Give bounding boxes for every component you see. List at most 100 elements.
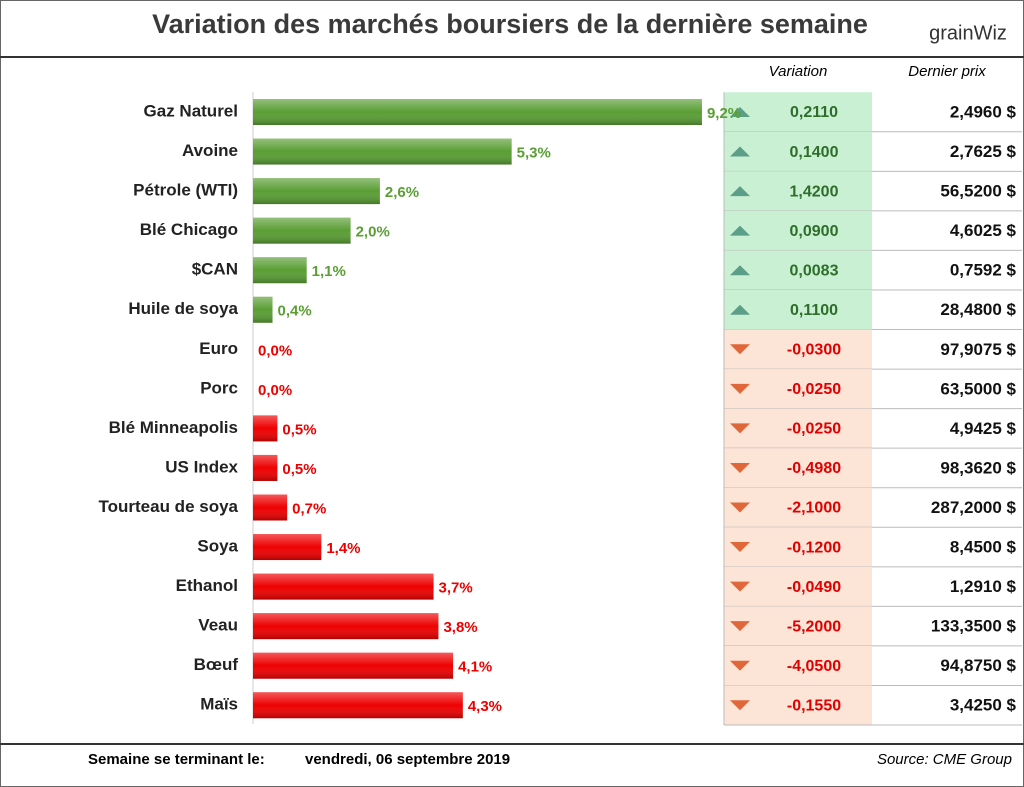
variation: 0,1100 — [790, 302, 838, 319]
value-label: 4,3% — [468, 698, 502, 715]
price: 3,4250 $ — [950, 696, 1017, 715]
variation-cell — [724, 329, 872, 370]
bar-shade — [253, 99, 702, 125]
value-label: 5,3% — [517, 145, 551, 162]
price: 56,5200 $ — [940, 182, 1016, 201]
price: 1,2910 $ — [950, 577, 1017, 596]
value-label: 1,4% — [326, 540, 360, 557]
variation: -0,1200 — [787, 539, 841, 556]
down-arrow — [730, 660, 750, 671]
variation: -4,0500 — [787, 658, 841, 675]
bar-shade — [253, 415, 278, 442]
price: 4,9425 $ — [950, 419, 1017, 438]
down-arrow — [730, 462, 750, 473]
bar-shade — [253, 178, 380, 205]
variation: 1,4200 — [790, 183, 839, 200]
variation-cell — [724, 566, 872, 607]
variation: -5,2000 — [787, 618, 841, 635]
variation-cell — [724, 210, 872, 251]
bar-shade — [253, 296, 273, 323]
value-label: 9,2% — [707, 105, 741, 122]
value-label: 0,4% — [278, 303, 312, 320]
up-arrow — [730, 146, 750, 157]
value-label: 0,5% — [282, 421, 316, 438]
variation-cell — [724, 92, 872, 132]
price: 287,2000 $ — [931, 498, 1017, 517]
category-label: Porc — [200, 378, 238, 397]
price: 2,7625 $ — [950, 142, 1017, 161]
title: Variation des marchés boursiers de la de… — [152, 9, 868, 39]
value-label: 0,7% — [292, 500, 326, 517]
value-label: 4,1% — [458, 659, 492, 676]
bar-shade — [253, 494, 288, 521]
variation-cell — [724, 250, 872, 290]
variation: 0,2110 — [790, 104, 838, 121]
variation-cell — [724, 685, 872, 726]
variation-cell — [724, 487, 872, 528]
price: 94,8750 $ — [940, 656, 1016, 675]
category-label: Gaz Naturel — [144, 101, 238, 120]
category-label: Euro — [199, 339, 238, 358]
variation-cell — [724, 448, 872, 488]
down-arrow — [730, 383, 750, 394]
value-label: 2,0% — [356, 224, 390, 241]
value-label: 0,0% — [258, 382, 292, 399]
down-arrow — [730, 542, 750, 553]
variation: 0,1400 — [790, 144, 839, 161]
variation-cell — [724, 527, 872, 567]
category-label: Veau — [198, 616, 238, 635]
variation-cell — [724, 369, 872, 409]
variation-cell — [724, 289, 872, 330]
variation: -0,1550 — [787, 697, 841, 714]
footer-week: Semaine se terminant le: — [88, 751, 265, 768]
value-label: 0,0% — [258, 342, 292, 359]
up-arrow — [730, 304, 750, 315]
bar-shade — [253, 692, 463, 719]
variation-cell — [724, 645, 872, 686]
bar-shade — [253, 652, 454, 679]
price: 98,3620 $ — [940, 458, 1016, 477]
category-label: $CAN — [192, 260, 238, 279]
price: 2,4960 $ — [950, 102, 1017, 121]
logo: grainWiz — [929, 22, 1007, 44]
footer-date: vendredi, 06 septembre 2019 — [305, 751, 510, 768]
category-label: US Index — [165, 457, 238, 476]
down-arrow — [730, 502, 750, 513]
variation: -0,0250 — [787, 381, 841, 398]
value-label: 0,5% — [282, 461, 316, 478]
table-header: Dernier prix — [908, 63, 986, 80]
variation: 0,0083 — [790, 262, 839, 279]
category-label: Avoine — [182, 141, 238, 160]
bar-shade — [253, 454, 278, 481]
down-arrow — [730, 344, 750, 355]
variation: -0,0300 — [787, 342, 841, 359]
variation-cell — [724, 171, 872, 211]
category-label: Blé Minneapolis — [109, 418, 238, 437]
category-label: Maïs — [200, 695, 238, 714]
category-label: Pétrole (WTI) — [133, 181, 238, 200]
bar-shade — [253, 217, 351, 244]
category-label: Ethanol — [176, 576, 238, 595]
price: 63,5000 $ — [940, 379, 1016, 398]
price: 97,9075 $ — [940, 340, 1016, 359]
category-label: Huile de soya — [128, 299, 238, 318]
up-arrow — [730, 107, 750, 117]
up-arrow — [730, 225, 750, 236]
variation: -0,0250 — [787, 421, 841, 438]
category-label: Bœuf — [194, 655, 239, 674]
variation: -2,1000 — [787, 500, 841, 517]
bar-shade — [253, 257, 307, 284]
down-arrow — [730, 621, 750, 632]
down-arrow — [730, 700, 750, 711]
variation-cell — [724, 131, 872, 172]
footer-source: Source: CME Group — [877, 751, 1012, 768]
bar-shade — [253, 613, 439, 640]
value-label: 3,7% — [439, 580, 473, 597]
value-label: 1,1% — [312, 263, 346, 280]
down-arrow — [730, 581, 750, 592]
variation-cell — [724, 606, 872, 646]
value-label: 3,8% — [443, 619, 477, 636]
up-arrow — [730, 265, 750, 276]
category-label: Soya — [197, 537, 238, 556]
table-header: Variation — [769, 63, 828, 80]
